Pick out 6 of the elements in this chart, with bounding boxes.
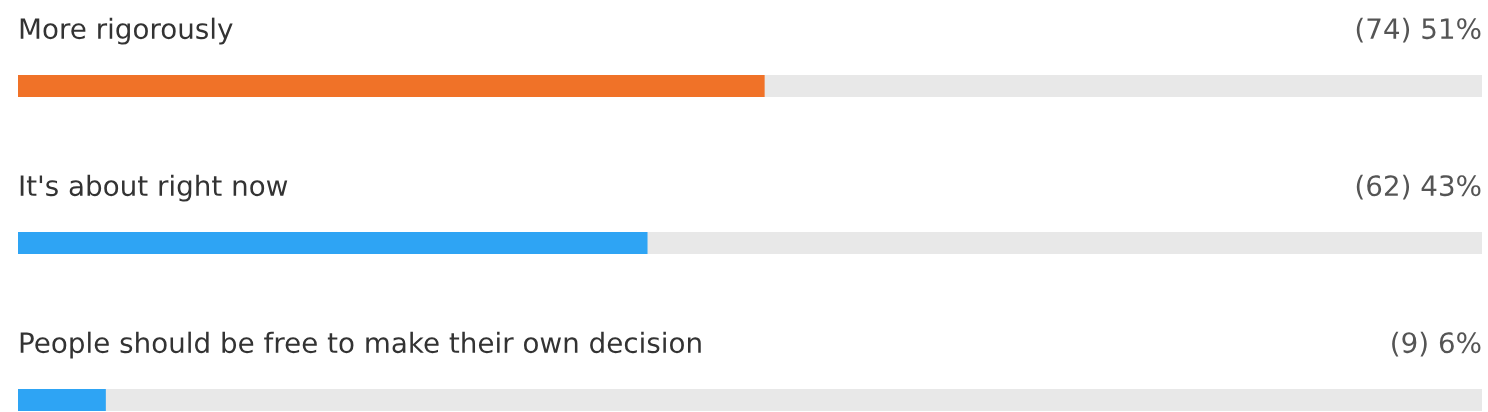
y-tick-label: People should be free to make their own decision [20, 331, 701, 359]
data-label: (9) 6% [1392, 331, 1481, 357]
y-tick-label: More rigorously [20, 17, 233, 45]
data-label: (74) 51% [1356, 17, 1481, 43]
y-tick-label: It's about right now [20, 174, 288, 202]
data-label: (62) 43% [1356, 174, 1481, 200]
